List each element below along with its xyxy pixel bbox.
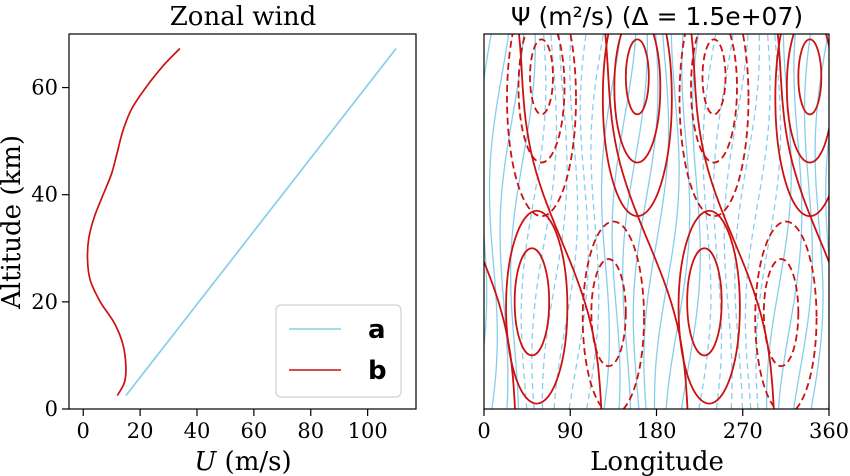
left-x-axis-label: U (m/s) (194, 447, 291, 476)
x-tick-label: 80 (297, 419, 324, 443)
y-tick-label: 40 (31, 183, 58, 207)
contour-line-a (712, 34, 734, 409)
contour-cell-b (677, 209, 741, 405)
contour-cell-b (797, 38, 823, 116)
contour-cell-b (581, 220, 645, 409)
contour-cell-b (785, 34, 829, 164)
contour-line-a (586, 34, 605, 409)
contour-line-a (509, 34, 536, 409)
left-plot-frame (68, 33, 417, 410)
contour-cell-b (613, 34, 662, 164)
x-tick-label: 90 (557, 419, 584, 443)
x-tick-label: 270 (723, 419, 763, 443)
contour-cell-b (505, 209, 569, 405)
contour-cell-b (513, 247, 551, 357)
left-y-axis-label: Altitude (km) (0, 135, 27, 310)
contour-line-a (632, 34, 659, 409)
contour-line-a (836, 34, 850, 409)
contour-cell-b (762, 258, 800, 368)
x-tick-label: 100 (348, 419, 388, 443)
contour-cell-b (506, 34, 577, 218)
contour-cell-b (690, 34, 738, 164)
series-line-b (86, 47, 181, 397)
contour-cell-b (517, 34, 566, 164)
contour-line-a (653, 34, 680, 409)
contour-cell-b (774, 34, 829, 218)
contour-line-a (734, 34, 761, 409)
contour-line-a (755, 34, 782, 409)
y-tick-label: 60 (31, 76, 58, 100)
contour-line-a (643, 34, 670, 409)
zonal-wind-title: Zonal wind (170, 2, 317, 32)
legend-label-b: b (368, 356, 387, 386)
streamfunction-title: Ψ (m²/s) (Δ = 1.5e+07) (511, 2, 803, 31)
contour-cell-b (590, 258, 627, 368)
contour-cell-b (678, 34, 750, 218)
contour-line-a (568, 34, 589, 409)
contour-line-b (776, 34, 829, 265)
contour-line-b (518, 34, 603, 409)
contour-line-a (825, 132, 829, 409)
contour-line-a (541, 34, 568, 409)
contour-line-a (488, 34, 510, 409)
contour-line-a (723, 34, 749, 409)
contour-line-a (499, 34, 525, 409)
right-x-axis-label: Longitude (590, 447, 724, 476)
contour-line-b (690, 34, 775, 409)
contour-cell-b (624, 38, 650, 116)
contour-cell-b (686, 247, 723, 357)
contour-line-a (680, 34, 701, 409)
legend-box (275, 304, 402, 398)
x-tick-label: 60 (241, 419, 268, 443)
contour-line-a (600, 34, 622, 409)
contour-cell-b (529, 38, 554, 116)
contour-line-a (665, 34, 691, 409)
contour-line-a (553, 34, 579, 409)
contour-line-a (698, 34, 717, 409)
contour-line-b (484, 259, 516, 409)
x-tick-label: 360 (809, 419, 849, 443)
legend-label-a: a (368, 315, 386, 345)
x-tick-label: 0 (477, 419, 490, 443)
x-tick-label: 20 (127, 419, 154, 443)
contour-line-b (604, 34, 689, 409)
contour-line-a (622, 34, 649, 409)
y-tick-label: 20 (31, 290, 58, 314)
legend: a b (275, 304, 402, 398)
y-tick-label: 0 (45, 397, 58, 421)
contour-field (484, 34, 850, 409)
contour-cell-b (754, 220, 818, 409)
contour-line-a (744, 34, 771, 409)
series-line-a (125, 47, 397, 397)
contour-line-a (777, 34, 803, 409)
contour-line-a (793, 34, 814, 409)
contour-line-a (810, 34, 829, 409)
contour-line-a (531, 34, 558, 409)
contour-line-a (484, 34, 492, 351)
contour-cell-b (701, 38, 727, 116)
streamfunction-panel: Ψ (m²/s) (Δ = 1.5e+07) 0 90 180 270 360 Long… (477, 2, 850, 476)
contour-cell-b (601, 34, 673, 218)
x-tick-label: 0 (77, 419, 90, 443)
x-tick-label: 180 (636, 419, 676, 443)
x-tick-label: 40 (184, 419, 211, 443)
